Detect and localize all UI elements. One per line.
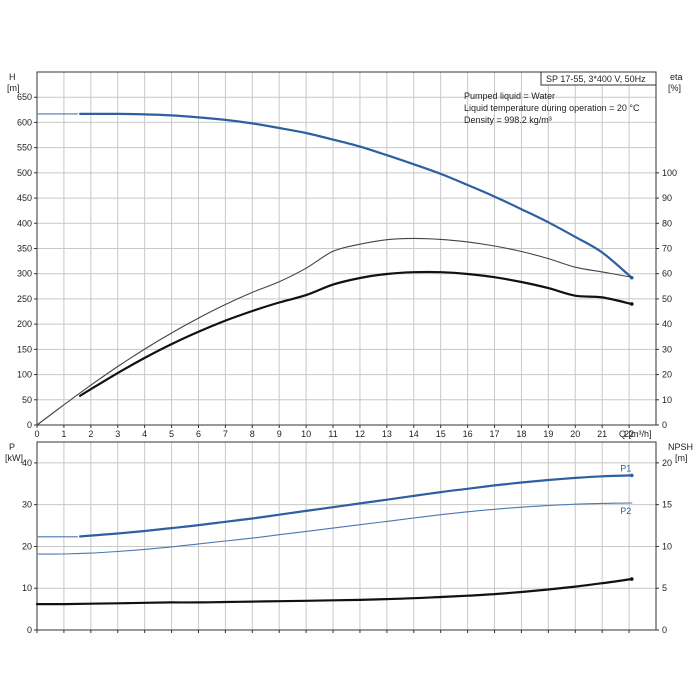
y2-tick-label: 15 bbox=[662, 500, 672, 510]
y-tick-label: 40 bbox=[22, 458, 32, 468]
y2-tick-label: 20 bbox=[662, 370, 672, 380]
y-tick-label: 400 bbox=[17, 218, 32, 228]
y2-tick-label: 100 bbox=[662, 168, 677, 178]
p2-curve bbox=[36, 502, 633, 555]
y-tick-label: 600 bbox=[17, 117, 32, 127]
y-tick-label: 20 bbox=[22, 541, 32, 551]
y-tick-label: 100 bbox=[17, 370, 32, 380]
x-tick-label: 9 bbox=[277, 429, 282, 439]
p-axis-label: P bbox=[9, 442, 15, 452]
y-tick-label: 550 bbox=[17, 143, 32, 153]
y2-tick-label: 90 bbox=[662, 193, 672, 203]
x-tick-label: 15 bbox=[436, 429, 446, 439]
y-tick-label: 250 bbox=[17, 294, 32, 304]
x-tick-label: 7 bbox=[223, 429, 228, 439]
y2-tick-label: 10 bbox=[662, 541, 672, 551]
x-tick-label: 2 bbox=[88, 429, 93, 439]
x-tick-label: 6 bbox=[196, 429, 201, 439]
power-npsh-panel: 0 10 20 30 40 0 5 10 15 20 P1 P2 P [kW] NPSH [m] bbox=[5, 441, 693, 635]
lower-grid bbox=[37, 442, 656, 630]
note-liquid-temperature: Liquid temperature during operation = 20… bbox=[464, 103, 640, 113]
curve-end-point bbox=[629, 577, 634, 581]
upper-series bbox=[36, 112, 634, 426]
series-label-p2: P2 bbox=[620, 506, 631, 516]
p1-curve bbox=[79, 474, 633, 538]
y2-tick-label: 0 bbox=[662, 625, 667, 635]
upper-grid bbox=[37, 72, 656, 425]
y2-tick-label: 5 bbox=[662, 583, 667, 593]
x-tick-label: 19 bbox=[543, 429, 553, 439]
y-tick-label: 350 bbox=[17, 244, 32, 254]
p-axis-unit: [kW] bbox=[5, 453, 23, 463]
info-box bbox=[540, 71, 657, 86]
head-efficiency-panel: 0501001502002503003504004505005506006500… bbox=[7, 71, 683, 439]
y-tick-label: 450 bbox=[17, 193, 32, 203]
y-tick-label: 500 bbox=[17, 168, 32, 178]
x-tick-label: 21 bbox=[597, 429, 607, 439]
h-blue-thick-curve bbox=[79, 112, 633, 279]
lower-tick-labels: 0 10 20 30 40 0 5 10 15 20 bbox=[22, 458, 672, 635]
y2-tick-label: 0 bbox=[662, 420, 667, 430]
y-tick-label: 50 bbox=[22, 395, 32, 405]
y-tick-label: 150 bbox=[17, 344, 32, 354]
y2-tick-label: 80 bbox=[662, 218, 672, 228]
y-tick-label: 200 bbox=[17, 319, 32, 329]
x-tick-label: 18 bbox=[516, 429, 526, 439]
eta-black-thick-curve bbox=[79, 270, 633, 397]
series-label-p1: P1 bbox=[620, 463, 631, 473]
y2-tick-label: 60 bbox=[662, 269, 672, 279]
x-tick-label: 10 bbox=[301, 429, 311, 439]
lower-plot-frame bbox=[36, 441, 657, 631]
lower-series: P1 P2 bbox=[35, 463, 634, 606]
x-tick-label: 22 bbox=[624, 429, 634, 439]
h-axis-unit: [m] bbox=[7, 83, 20, 93]
curve-end-point bbox=[629, 302, 634, 306]
x-tick-label: 12 bbox=[355, 429, 365, 439]
q-axis-label: Q [m³/h] bbox=[619, 429, 652, 439]
info-box-text: SP 17-55, 3*400 V, 50Hz bbox=[546, 74, 646, 84]
y-tick-label: 0 bbox=[27, 625, 32, 635]
h-axis-label: H bbox=[9, 72, 16, 82]
x-tick-label: 20 bbox=[570, 429, 580, 439]
x-tick-label: 13 bbox=[382, 429, 392, 439]
x-tick-label: 1 bbox=[61, 429, 66, 439]
y-tick-label: 0 bbox=[27, 420, 32, 430]
npsh-axis-unit: [m] bbox=[675, 453, 688, 463]
note-density: Density = 998.2 kg/m³ bbox=[464, 115, 552, 125]
y2-tick-label: 30 bbox=[662, 344, 672, 354]
y-tick-label: 10 bbox=[22, 583, 32, 593]
npsh-axis-label: NPSH bbox=[668, 442, 693, 452]
upper-tick-labels: 0501001502002503003504004505005506006500… bbox=[17, 92, 677, 439]
y2-tick-label: 40 bbox=[662, 319, 672, 329]
x-tick-label: 3 bbox=[115, 429, 120, 439]
curve-end-point bbox=[629, 473, 634, 478]
y-tick-label: 650 bbox=[17, 92, 32, 102]
y-tick-label: 300 bbox=[17, 269, 32, 279]
x-tick-label: 0 bbox=[34, 429, 39, 439]
x-tick-label: 4 bbox=[142, 429, 147, 439]
x-tick-label: 16 bbox=[463, 429, 473, 439]
y2-tick-label: 50 bbox=[662, 294, 672, 304]
x-tick-label: 14 bbox=[409, 429, 419, 439]
eta-axis-label: eta bbox=[670, 72, 683, 82]
npsh-black-thick-curve bbox=[35, 577, 633, 606]
x-tick-label: 8 bbox=[250, 429, 255, 439]
y2-tick-label: 10 bbox=[662, 395, 672, 405]
note-pumped-liquid: Pumped liquid = Water bbox=[464, 91, 555, 101]
eta-grey-thin-curve bbox=[36, 237, 633, 426]
x-tick-label: 17 bbox=[490, 429, 500, 439]
y2-tick-label: 20 bbox=[662, 458, 672, 468]
y2-tick-label: 70 bbox=[662, 244, 672, 254]
eta-axis-unit: [%] bbox=[668, 83, 681, 93]
x-tick-label: 11 bbox=[328, 429, 337, 439]
x-tick-label: 5 bbox=[169, 429, 174, 439]
y-tick-label: 30 bbox=[22, 500, 32, 510]
